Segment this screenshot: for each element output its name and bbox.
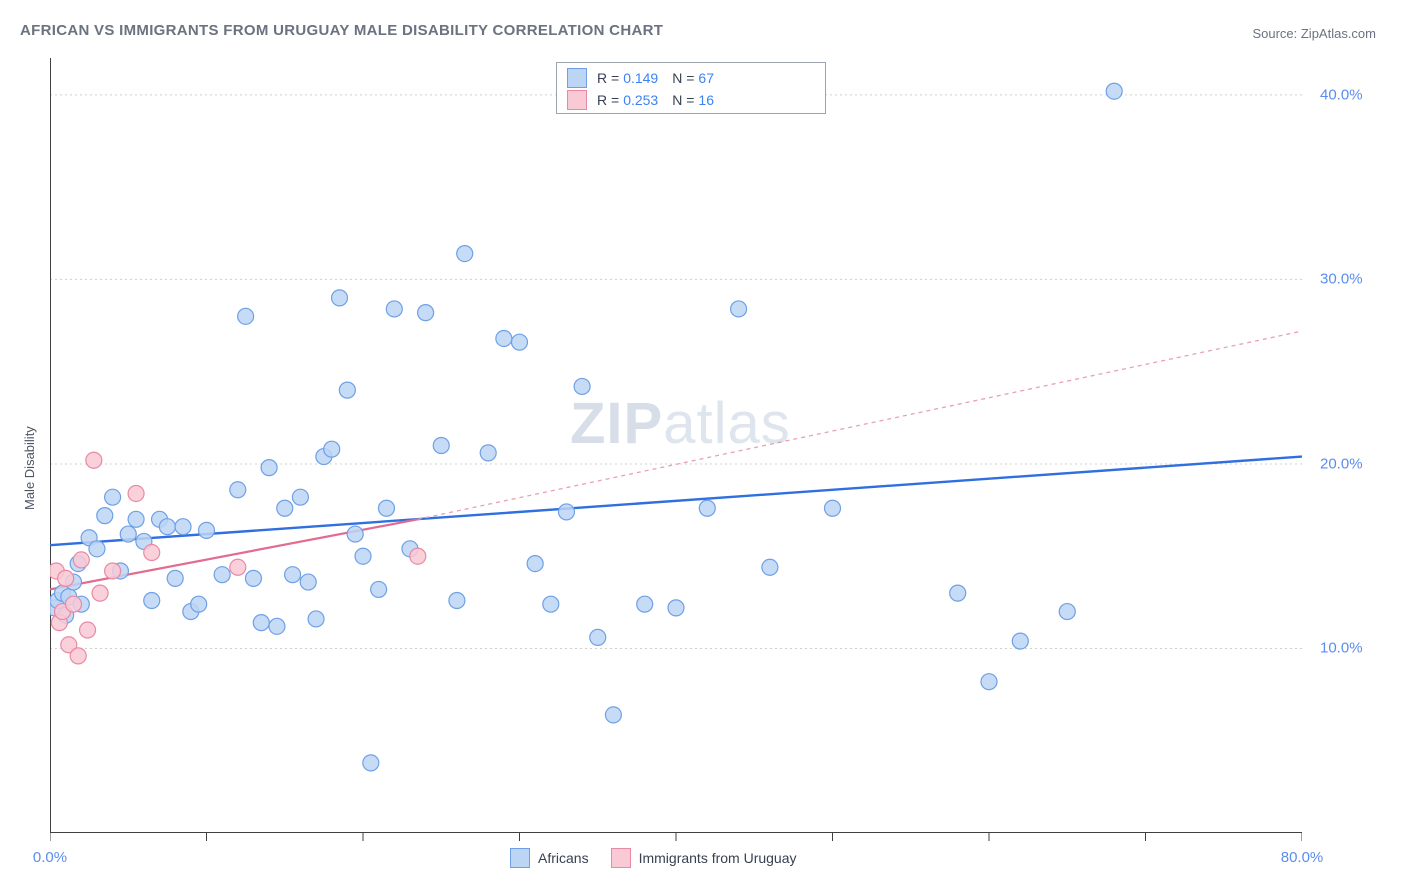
stat-n-label: N = (672, 70, 694, 86)
stat-r-value: 0.253 (623, 92, 658, 108)
scatter-plot (50, 58, 1302, 853)
series-legend-label: Africans (538, 850, 589, 866)
legend-swatch (567, 68, 587, 88)
series-legend-item: Immigrants from Uruguay (611, 848, 797, 868)
stat-n-value: 16 (698, 92, 714, 108)
source-prefix: Source: (1252, 26, 1300, 41)
legend-swatch (567, 90, 587, 110)
chart-title: AFRICAN VS IMMIGRANTS FROM URUGUAY MALE … (20, 22, 663, 39)
stat-legend-row: R = 0.253 N = 16 (559, 89, 823, 111)
y-tick-label: 10.0% (1320, 640, 1406, 657)
stat-n-label: N = (672, 92, 694, 108)
stat-r-label: R = (597, 92, 619, 108)
series-legend-item: Africans (510, 848, 589, 868)
stat-r-label: R = (597, 70, 619, 86)
series-legend-label: Immigrants from Uruguay (639, 850, 797, 866)
x-tick-label: 80.0% (1281, 849, 1324, 866)
y-axis-label: Male Disability (22, 426, 37, 510)
x-tick-label: 0.0% (33, 849, 67, 866)
y-tick-label: 40.0% (1320, 86, 1406, 103)
stat-legend-row: R = 0.149 N = 67 (559, 67, 823, 89)
legend-swatch (611, 848, 631, 868)
chart-container: AFRICAN VS IMMIGRANTS FROM URUGUAY MALE … (0, 0, 1406, 892)
y-tick-label: 20.0% (1320, 455, 1406, 472)
stat-legend: R = 0.149 N = 67 R = 0.253 N = 16 (556, 62, 826, 114)
series-legend: Africans Immigrants from Uruguay (510, 848, 797, 868)
stat-n-value: 67 (698, 70, 714, 86)
stat-r-value: 0.149 (623, 70, 658, 86)
legend-swatch (510, 848, 530, 868)
source-label: Source: ZipAtlas.com (1252, 26, 1376, 41)
y-tick-label: 30.0% (1320, 271, 1406, 288)
source-value: ZipAtlas.com (1301, 26, 1376, 41)
